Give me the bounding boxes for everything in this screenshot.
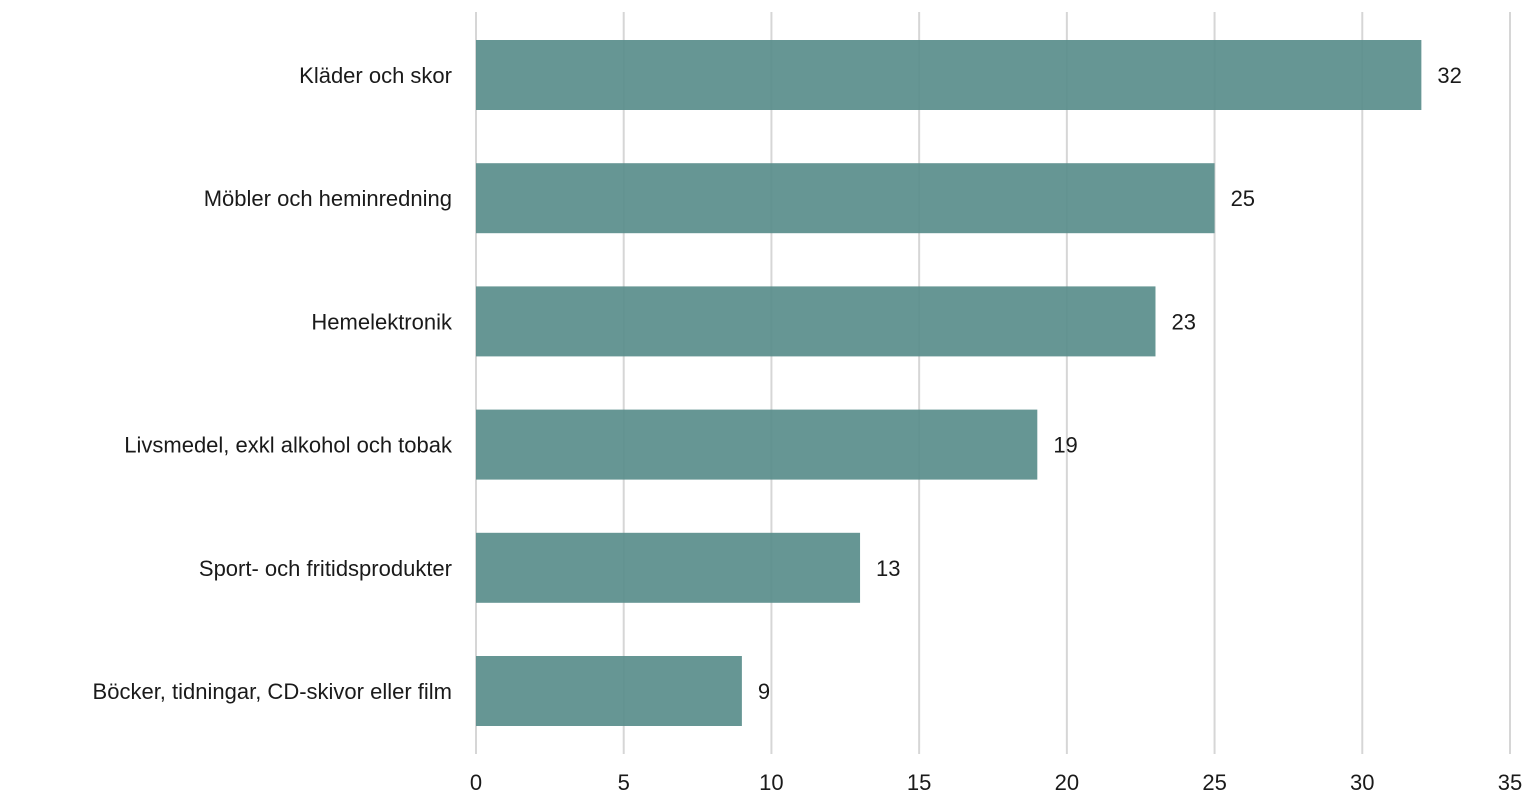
bar-0	[476, 40, 1422, 110]
bar-4	[476, 532, 861, 603]
value-label: 23	[1171, 309, 1195, 334]
value-label: 9	[758, 679, 770, 704]
value-label: 13	[876, 556, 900, 581]
bar-2	[476, 286, 1156, 357]
x-tick-label: 20	[1055, 770, 1079, 795]
bar-3	[476, 409, 1038, 480]
bars-layer	[476, 40, 1422, 726]
category-label: Hemelektronik	[311, 309, 453, 334]
bar-1	[476, 163, 1215, 234]
value-label: 19	[1053, 433, 1077, 458]
category-label: Möbler och heminredning	[204, 186, 452, 211]
category-label: Kläder och skor	[299, 63, 452, 88]
x-tick-label: 10	[759, 770, 783, 795]
grid-layer	[475, 12, 1511, 754]
category-labels: Kläder och skor Möbler och heminredning He…	[93, 63, 453, 704]
value-labels: 32 25 23 19 13 9	[758, 63, 1462, 704]
x-axis-tick-labels: 0 5 10 15 20 25 30 35	[470, 770, 1522, 795]
category-label: Sport- och fritidsprodukter	[199, 556, 452, 581]
bar-5	[476, 656, 742, 726]
value-label: 32	[1437, 63, 1461, 88]
x-tick-label: 0	[470, 770, 482, 795]
x-tick-label: 30	[1350, 770, 1374, 795]
value-label: 25	[1231, 186, 1255, 211]
x-tick-label: 25	[1202, 770, 1226, 795]
x-tick-label: 15	[907, 770, 931, 795]
category-label: Livsmedel, exkl alkohol och tobak	[124, 433, 453, 458]
x-tick-label: 35	[1498, 770, 1522, 795]
x-tick-label: 5	[618, 770, 630, 795]
category-label: Böcker, tidningar, CD-skivor eller film	[93, 679, 452, 704]
